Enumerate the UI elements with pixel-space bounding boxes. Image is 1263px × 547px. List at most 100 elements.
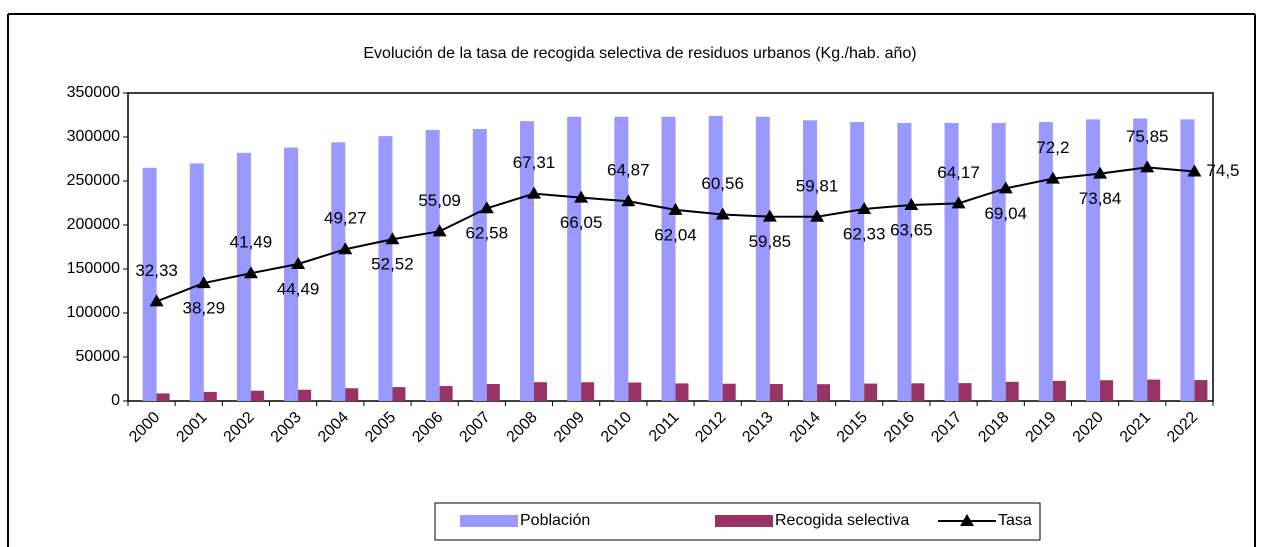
bar [628,382,642,401]
bar [189,163,204,401]
bar [1194,380,1208,401]
chart-title: Evolución de la tasa de recogida selecti… [363,45,916,62]
y-tick-label: 250000 [67,172,120,189]
x-tick-label: 2013 [739,409,776,446]
data-label: 49,27 [324,209,367,228]
bar [236,152,251,401]
bar [331,142,346,401]
x-tick-label: 2021 [1117,409,1154,446]
marker [857,202,872,215]
marker [196,276,211,289]
bar [567,116,582,401]
marker [526,186,541,199]
bar [675,383,689,401]
bar [1100,380,1114,401]
bar [708,115,723,401]
bar [1052,380,1066,401]
marker [715,207,730,220]
marker [432,224,447,237]
legend-label: Recogida selectiva [775,512,909,529]
data-label: 67,31 [513,153,556,172]
data-label: 60,56 [701,174,744,193]
x-tick-label: 2016 [881,409,918,446]
bar [991,122,1006,402]
data-label: 41,49 [230,233,273,252]
bar [519,121,534,401]
x-tick-label: 2006 [409,409,446,446]
x-tick-label: 2003 [268,409,305,446]
data-label: 59,81 [796,176,839,195]
legend-label: Tasa [998,512,1032,529]
y-tick-label: 350000 [67,84,120,101]
bar [284,147,299,401]
bar [1180,119,1195,402]
data-label: 72,2 [1036,138,1069,157]
bar [661,116,676,401]
x-tick-label: 2000 [126,409,163,446]
marker [951,196,966,209]
legend-swatch [960,514,974,526]
marker [1187,164,1202,177]
bar [769,384,783,401]
marker [243,266,258,279]
y-tick-label: 0 [111,392,120,409]
data-label: 32,33 [135,261,178,280]
bar [864,383,878,401]
bar [1038,122,1053,401]
x-tick-label: 2002 [221,409,258,446]
bar [614,116,629,401]
data-label: 74,5 [1206,161,1239,180]
bar [533,382,547,401]
x-tick-label: 2008 [504,409,541,446]
marker [1093,166,1108,179]
marker [479,201,494,214]
bar [581,382,595,401]
data-label: 62,58 [466,224,509,243]
x-tick-label: 2018 [975,409,1012,446]
marker [574,190,589,203]
data-label: 73,84 [1079,189,1122,208]
marker [338,242,353,255]
bar [1133,118,1148,402]
y-tick-label: 100000 [67,304,120,321]
x-tick-label: 2015 [834,409,871,446]
bar [911,383,925,401]
bar [142,167,157,401]
x-tick-label: 2007 [456,409,493,446]
y-tick-label: 200000 [67,216,120,233]
legend-swatch [715,515,773,527]
marker [668,202,683,215]
marker [762,209,777,222]
x-tick-label: 2019 [1023,409,1060,446]
bar [850,122,865,401]
marker [1140,160,1155,173]
y-tick-label: 150000 [67,260,120,277]
bar [156,393,170,401]
legend-label: Población [520,512,590,529]
bar [378,136,393,401]
bar [755,116,770,401]
marker [621,194,636,207]
data-label: 75,85 [1126,127,1169,146]
x-tick-label: 2020 [1070,409,1107,446]
x-tick-label: 2009 [551,409,588,446]
y-tick-label: 50000 [76,348,121,365]
data-label: 66,05 [560,213,603,232]
x-tick-label: 2001 [173,409,210,446]
data-label: 55,09 [418,191,461,210]
bar [250,390,264,401]
x-tick-label: 2010 [598,409,635,446]
bar [425,129,440,401]
bar [944,122,959,402]
x-tick-label: 2017 [928,409,965,446]
x-tick-label: 2012 [692,409,729,446]
data-label: 59,85 [749,232,792,251]
bar [803,120,818,401]
bar [722,383,736,401]
data-label: 63,65 [890,220,933,239]
bar [203,391,217,401]
bar [345,388,359,401]
bar [1005,381,1019,401]
bar [897,122,912,402]
